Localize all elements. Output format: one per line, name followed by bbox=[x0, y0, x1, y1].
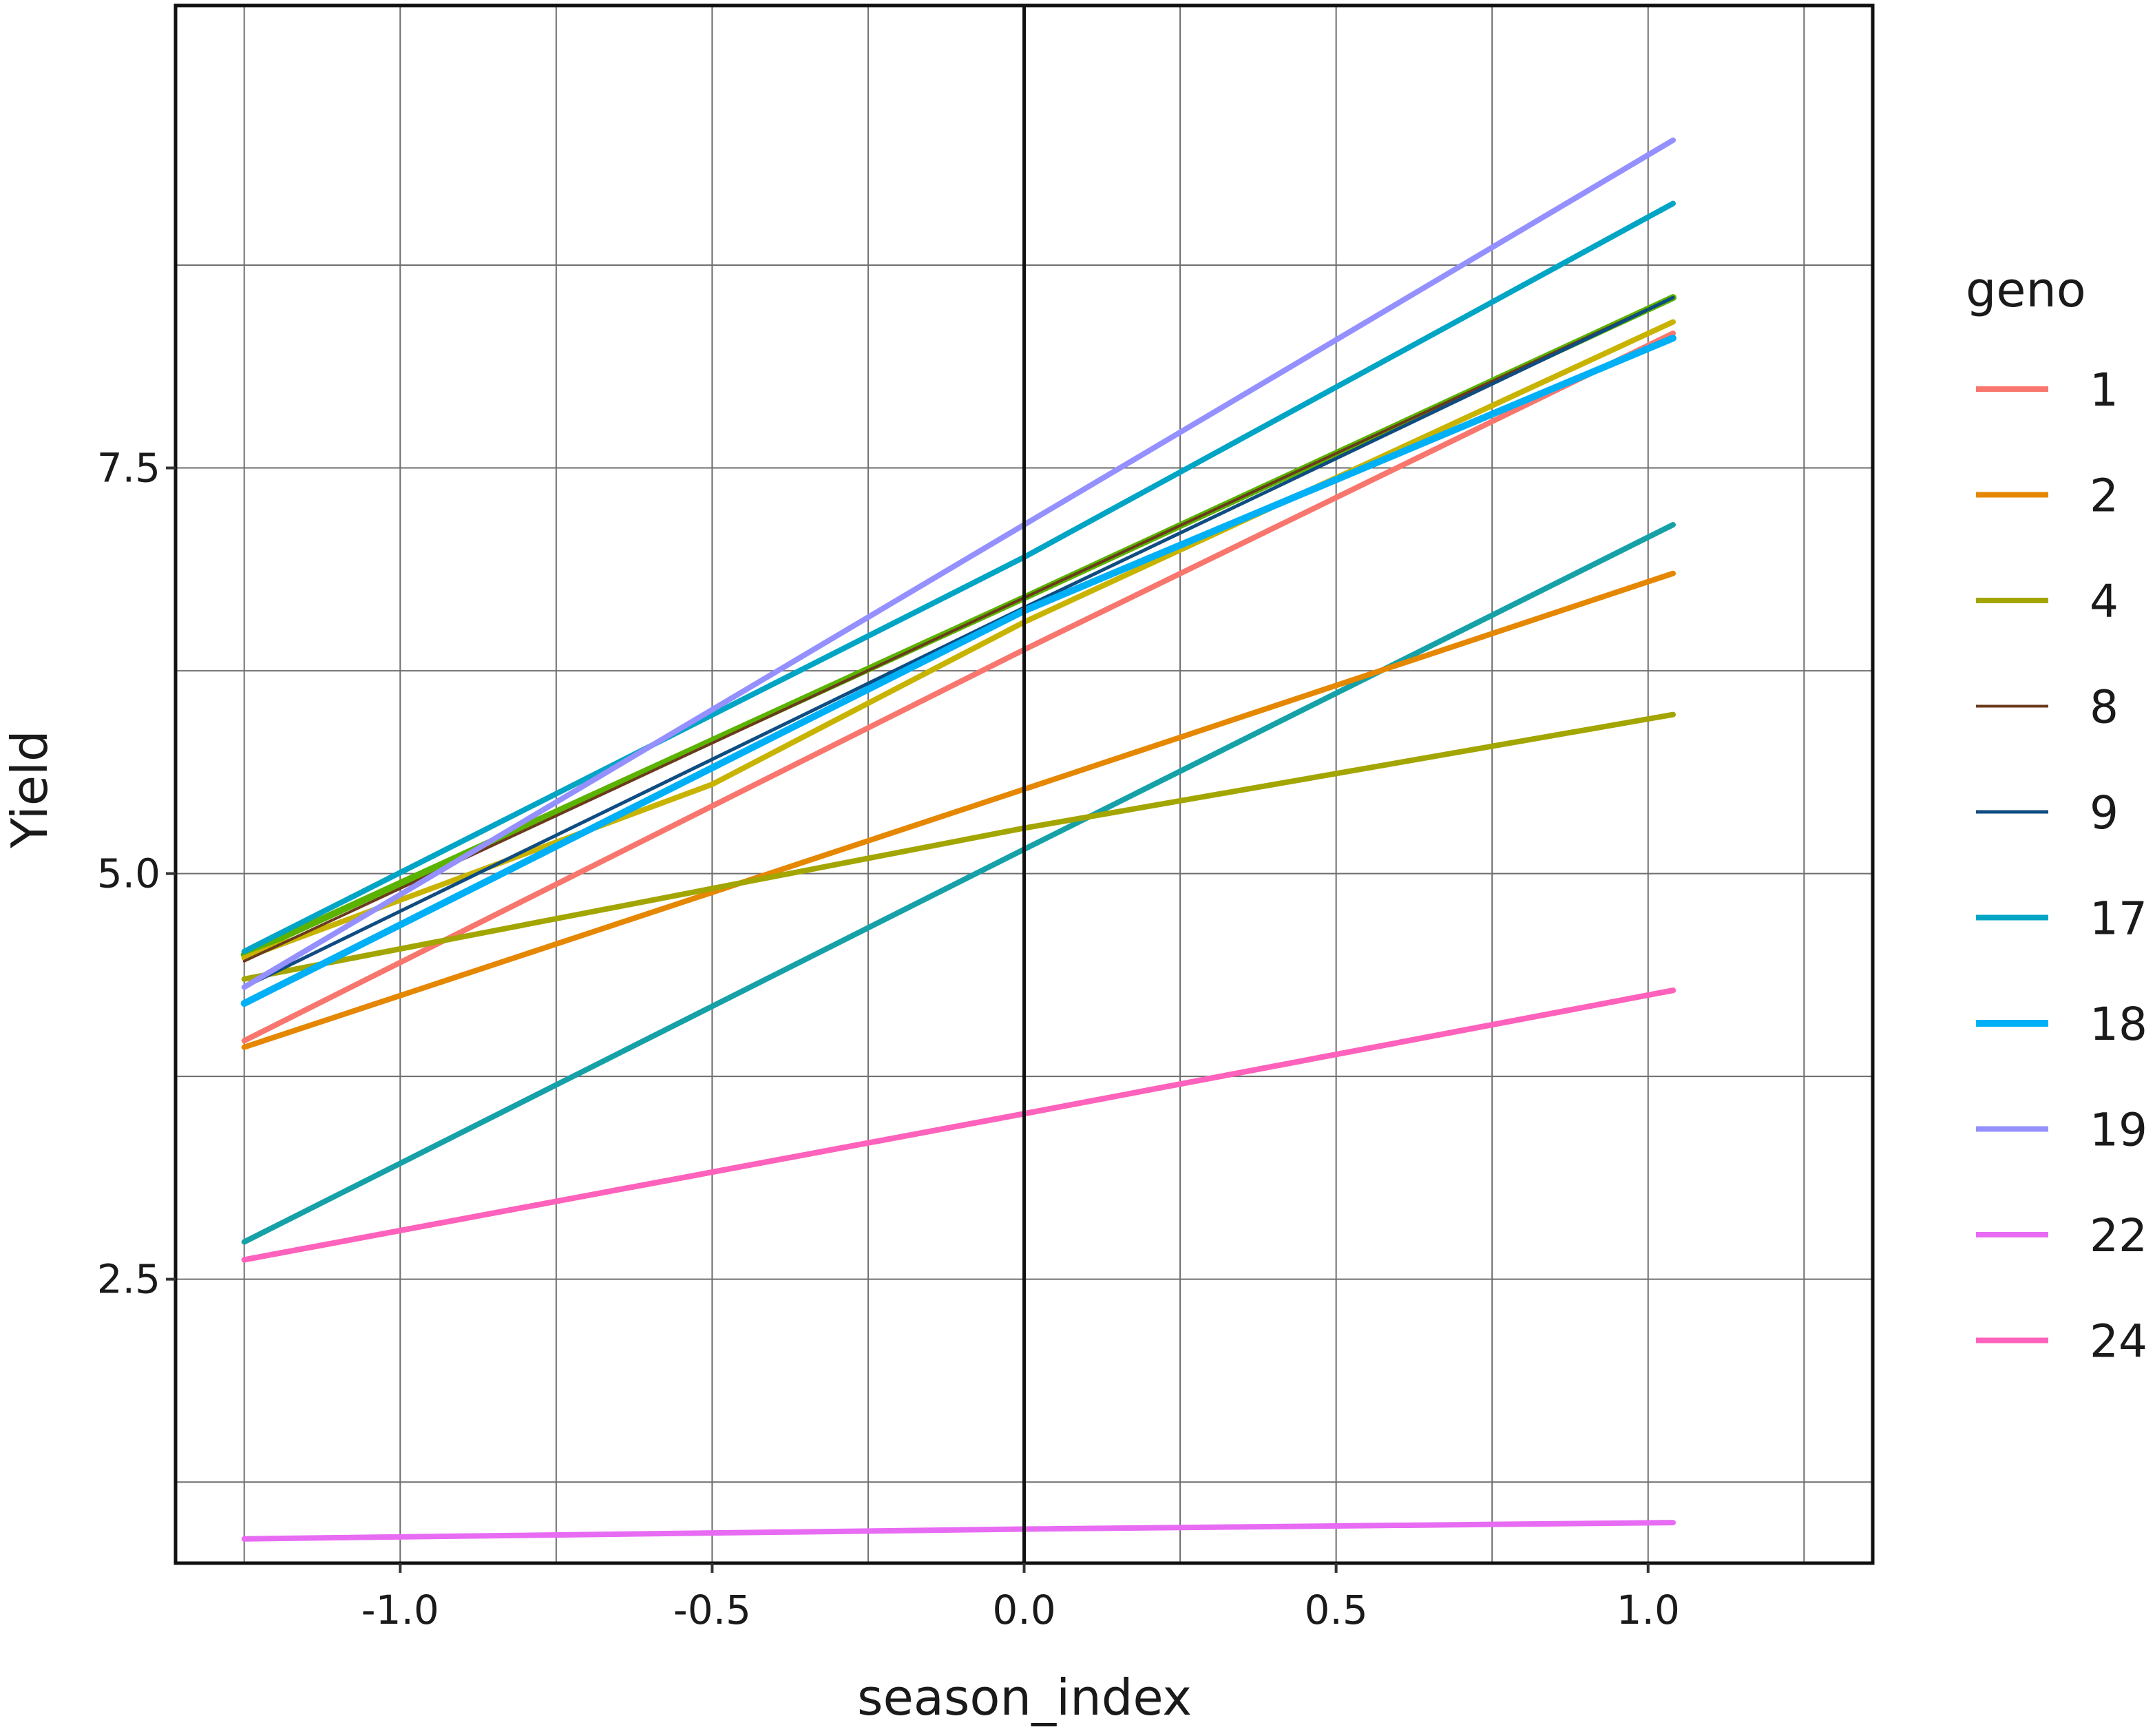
x-tick-label-0: -1.0 bbox=[361, 1587, 439, 1633]
legend-label-geno-18: 18 bbox=[2090, 998, 2147, 1051]
legend-label-geno-1: 1 bbox=[2090, 364, 2119, 417]
y-tick-label-1: 5.0 bbox=[97, 850, 160, 897]
legend-label-geno-22: 22 bbox=[2090, 1209, 2147, 1262]
axis-ticks: -1.0 -0.5 0.0 0.5 1.0 2.5 5.0 7.5 bbox=[97, 445, 1680, 1633]
legend-label-geno-19: 19 bbox=[2090, 1104, 2147, 1157]
legend-label-geno-9: 9 bbox=[2090, 786, 2119, 839]
y-tick-label-2: 7.5 bbox=[97, 445, 160, 492]
y-tick-label-0: 2.5 bbox=[97, 1256, 160, 1303]
x-tick-label-2: 0.0 bbox=[992, 1587, 1055, 1633]
x-tick-label-3: 0.5 bbox=[1305, 1587, 1368, 1633]
x-tick-label-1: -0.5 bbox=[673, 1587, 751, 1633]
legend-label-geno-2: 2 bbox=[2090, 470, 2119, 523]
x-tick-label-4: 1.0 bbox=[1617, 1587, 1680, 1633]
legend-label-geno-17: 17 bbox=[2090, 892, 2147, 945]
x-axis-title: season_index bbox=[857, 1669, 1192, 1726]
legend-label-geno-4: 4 bbox=[2090, 575, 2119, 628]
y-axis-title: Yield bbox=[1, 730, 59, 848]
legend-label-geno-24: 24 bbox=[2090, 1315, 2147, 1368]
legend-title: geno bbox=[1966, 262, 2086, 318]
legend-label-geno-8: 8 bbox=[2090, 681, 2119, 734]
